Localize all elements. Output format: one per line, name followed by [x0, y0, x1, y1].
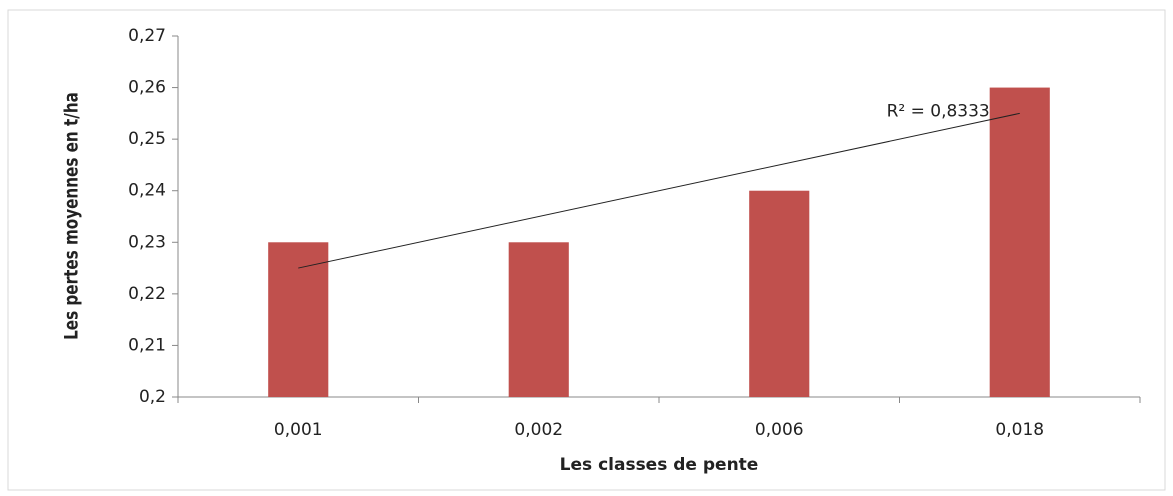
y-tick-label: 0,2 — [139, 387, 166, 407]
y-tick-label: 0,26 — [128, 78, 166, 98]
y-tick-label: 0,22 — [128, 284, 166, 304]
y-axis-title: Les pertes moyennes en t/ha — [61, 92, 83, 340]
x-tick-label: 0,006 — [755, 420, 804, 440]
bar — [268, 242, 329, 397]
chart-frame — [7, 9, 1166, 491]
y-tick-label: 0,24 — [128, 181, 166, 201]
x-tick-label: 0,002 — [514, 420, 563, 440]
y-tick-label: 0,23 — [128, 232, 166, 252]
bar — [989, 87, 1050, 398]
trendline-label: R² = 0,8333 — [887, 101, 990, 121]
x-tick-label: 0,018 — [995, 420, 1044, 440]
x-tick-label: 0,001 — [274, 420, 323, 440]
y-tick-label: 0,25 — [128, 129, 166, 149]
y-tick-label: 0,21 — [128, 335, 166, 355]
y-tick-label: 0,27 — [128, 26, 166, 46]
x-axis-title: Les classes de pente — [560, 455, 759, 475]
bar — [508, 242, 569, 397]
bar — [749, 190, 810, 397]
trendline — [298, 112, 1020, 269]
